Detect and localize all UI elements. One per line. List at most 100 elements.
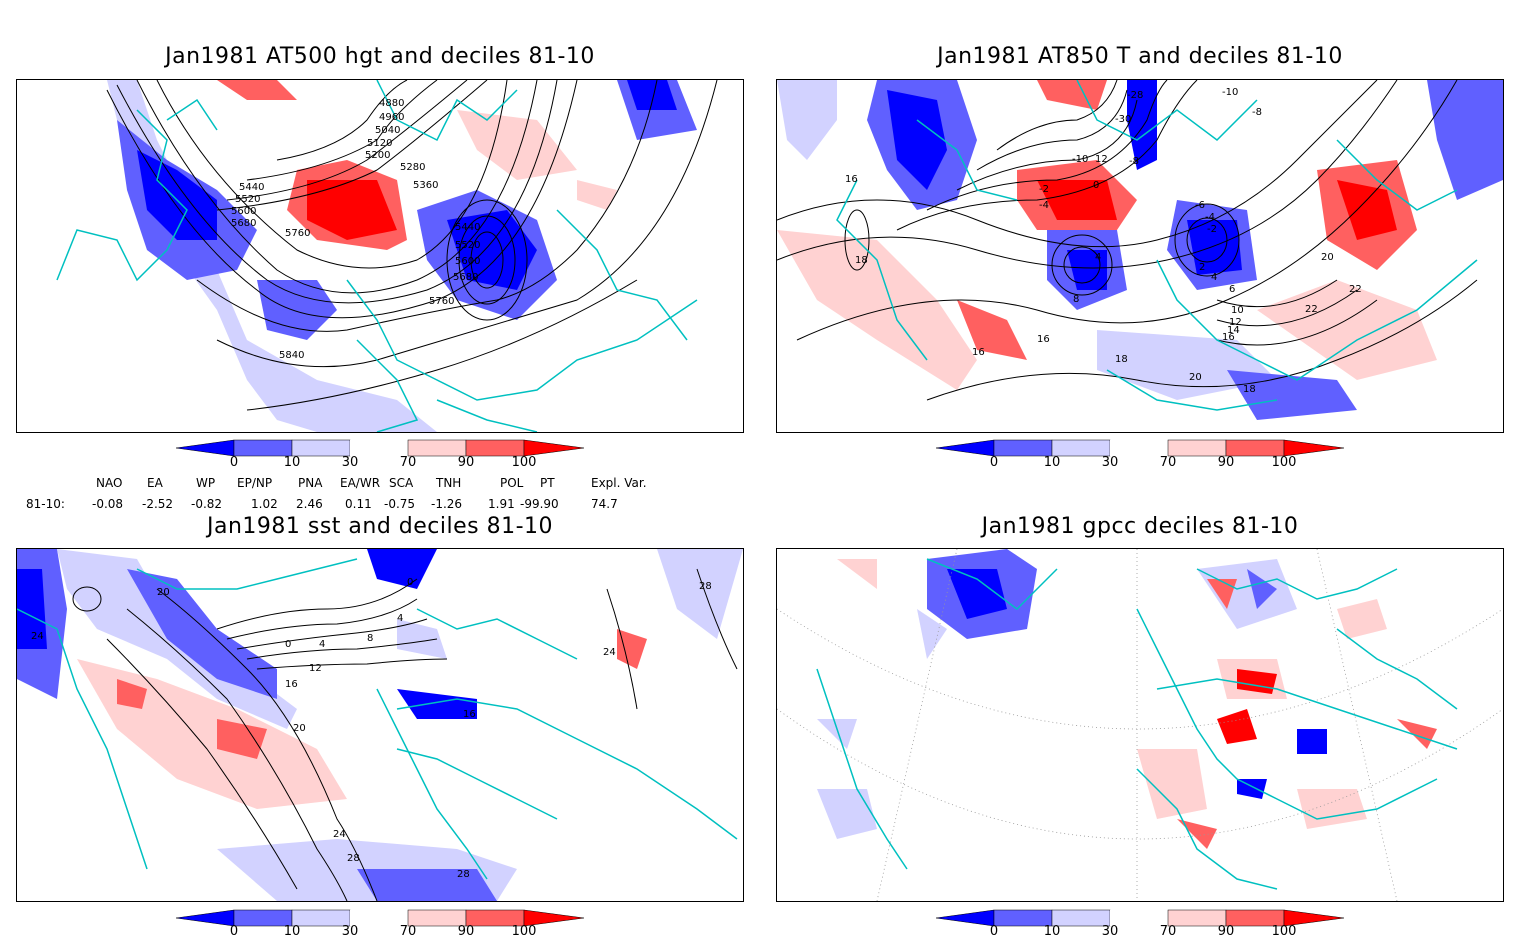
coastlines (836, 80, 1478, 411)
contour-label: 16 (845, 174, 858, 185)
index-value: 1.02 (251, 497, 278, 511)
map-500hgt: 4880 4960 5040 5120 5200 5280 5360 5440 … (56, 80, 718, 432)
index-header: Expl. Var. (591, 476, 647, 490)
decile-shading (817, 549, 1437, 849)
index-value: 0.11 (345, 497, 372, 511)
contour-label: 16 (1222, 332, 1235, 343)
contour-label: 5040 (375, 125, 400, 136)
contour-label: -10 (1222, 87, 1238, 98)
index-header: PT (540, 476, 555, 490)
contour-label: -8 (1129, 156, 1139, 167)
contour-labels: 20 24 0 4 8 12 16 20 24 28 28 0 4 16 24 … (31, 577, 712, 880)
contour-label: 5600 (455, 256, 480, 267)
index-header: EA/WR (340, 476, 381, 490)
contour-label: 5360 (413, 180, 438, 191)
colorbar-tick: 100 (1271, 455, 1297, 470)
index-header: PNA (298, 476, 323, 490)
contour-label: 5440 (239, 182, 264, 193)
contour-label: 18 (855, 255, 868, 266)
contour-label: 5760 (285, 228, 310, 239)
colorbar-tick: 30 (1101, 924, 1119, 939)
contour-label: 28 (347, 853, 360, 864)
index-value: -1.26 (431, 497, 463, 511)
colorbar-swatches (175, 439, 585, 457)
contour-label: 0 (1093, 180, 1099, 191)
contour-label: 24 (333, 829, 346, 840)
index-value: -0.08 (92, 497, 124, 511)
contour-label: 4 (319, 639, 325, 650)
contour-label: 16 (972, 347, 985, 358)
colorbar-tick: 90 (1217, 924, 1235, 939)
colorbar-swatches (175, 909, 585, 927)
contour-label: -2 (1207, 224, 1217, 235)
contour-label: 24 (31, 631, 44, 642)
contour-label: 5680 (453, 272, 478, 283)
contour-label: 5440 (455, 222, 480, 233)
colorbar-tick: 70 (1159, 924, 1177, 939)
contour-label: 20 (157, 587, 170, 598)
colorbar-500hgt: 0 10 30 70 90 100 (175, 439, 586, 474)
colorbar-tick: 0 (229, 924, 239, 939)
decile-shading (107, 80, 697, 432)
coastlines (17, 558, 738, 880)
contour-label: 0 (285, 639, 291, 650)
index-header: EP/NP (237, 476, 273, 490)
contour-label: 14 (1227, 325, 1240, 336)
contour-label: 12 (1095, 154, 1108, 165)
contour-label: 5280 (400, 162, 425, 173)
map-panel-850t: -28 -30 -10 -8 -10 12 -8 -2 0 -4 -6 -4 -… (776, 79, 1504, 433)
colorbar-tick: 100 (511, 924, 537, 939)
index-value: -99.90 (520, 497, 559, 511)
panel-title-850t: Jan1981 AT850 T and deciles 81-10 (937, 44, 1343, 69)
contour-label: 4 (397, 613, 403, 624)
index-value: 74.7 (591, 497, 618, 511)
contour-label: 4 (1211, 272, 1217, 283)
contour-label: 28 (457, 869, 470, 880)
index-value: 2.46 (296, 497, 323, 511)
colorbar-tick: 0 (229, 455, 239, 470)
contour-label: 18 (1243, 384, 1256, 395)
index-row-label: 81-10: (26, 497, 65, 511)
colorbar-tick: 10 (283, 455, 301, 470)
colorbar-tick: 30 (341, 455, 359, 470)
contour-label: 20 (293, 723, 306, 734)
map-panel-500hgt: 4880 4960 5040 5120 5200 5280 5360 5440 … (16, 79, 744, 433)
index-header: EA (147, 476, 163, 490)
contour-label: -28 (1127, 90, 1143, 101)
colorbar-tick: 100 (511, 455, 537, 470)
colorbar-sst: 0 10 30 70 90 100 (175, 909, 586, 940)
decile-shading (17, 549, 743, 901)
colorbar-tick: 30 (341, 924, 359, 939)
height-contours (106, 80, 718, 411)
colorbar-tick: 0 (989, 455, 999, 470)
index-header: POL (500, 476, 524, 490)
colorbar-tick: 70 (1159, 455, 1177, 470)
contour-label: 12 (309, 663, 322, 674)
index-value: 1.91 (488, 497, 515, 511)
map-850t: -28 -30 -10 -8 -10 12 -8 -2 0 -4 -6 -4 -… (777, 80, 1503, 420)
contour-label: 22 (1305, 304, 1318, 315)
colorbar-850t: 0 10 30 70 90 100 (935, 439, 1346, 474)
contour-label: -4 (1205, 212, 1215, 223)
colorbar-tick: 100 (1271, 924, 1297, 939)
contour-label: 4880 (379, 98, 404, 109)
colorbar-tick: 10 (1043, 455, 1061, 470)
colorbar-gpcc: 0 10 30 70 90 100 (935, 909, 1346, 940)
colorbar-tick: 70 (399, 924, 417, 939)
contour-labels: -28 -30 -10 -8 -10 12 -8 -2 0 -4 -6 -4 -… (845, 87, 1362, 395)
contour-label: 16 (463, 709, 476, 720)
index-header: NAO (96, 476, 123, 490)
panel-title-gpcc: Jan1981 gpcc deciles 81-10 (981, 514, 1299, 539)
contour-label: -30 (1115, 114, 1131, 125)
contour-label: 5200 (365, 150, 390, 161)
contour-label: 16 (285, 679, 298, 690)
contour-label: -2 (1039, 184, 1049, 195)
contour-label: -10 (1072, 154, 1088, 165)
coastlines (56, 80, 698, 432)
index-value: -0.82 (191, 497, 223, 511)
panel-title-500hgt: Jan1981 AT500 hgt and deciles 81-10 (165, 44, 595, 69)
colorbar-tick: 10 (283, 924, 301, 939)
contour-label: 5760 (429, 296, 454, 307)
colorbar-tick: 10 (1043, 924, 1061, 939)
graticule (777, 549, 1503, 901)
